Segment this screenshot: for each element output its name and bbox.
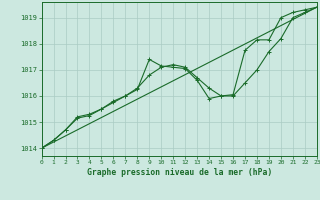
X-axis label: Graphe pression niveau de la mer (hPa): Graphe pression niveau de la mer (hPa) xyxy=(87,168,272,177)
